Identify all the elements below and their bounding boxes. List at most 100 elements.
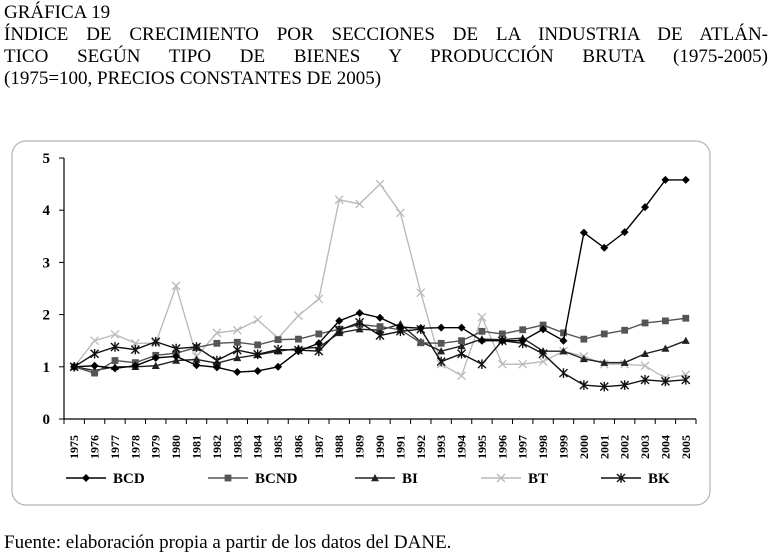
data-point <box>253 315 263 325</box>
data-point <box>110 329 120 339</box>
data-point <box>110 342 120 352</box>
legend-label: BCD <box>113 471 145 487</box>
data-point <box>661 344 670 352</box>
x-tick-label: 1985 <box>271 435 285 459</box>
figure-label: GRÁFICA 19 <box>4 2 111 23</box>
data-point <box>498 336 507 345</box>
data-point <box>315 330 323 338</box>
data-point <box>620 358 629 366</box>
data-point <box>600 358 609 366</box>
x-tick-label: 1988 <box>332 435 346 459</box>
x-tick-label: 2000 <box>577 435 591 459</box>
data-point <box>314 346 324 356</box>
x-tick-label: 1978 <box>128 435 142 459</box>
data-point <box>497 359 507 369</box>
x-tick-label: 2005 <box>679 435 693 459</box>
chart-axes: 0 1 2 3 4 5 1975 1976 1977 1978 1979 1980 1981 1982 19… <box>43 151 697 459</box>
data-point <box>416 288 426 298</box>
data-point <box>436 356 446 367</box>
data-point <box>478 327 486 335</box>
data-point <box>254 341 262 349</box>
data-point <box>681 336 690 344</box>
data-point <box>375 330 385 341</box>
data-point <box>130 344 140 355</box>
data-point <box>172 352 181 361</box>
series-bcd <box>70 175 690 377</box>
data-point <box>496 473 506 483</box>
x-tick-label: 1989 <box>353 435 367 459</box>
data-point <box>212 363 221 372</box>
x-tick-label: 2002 <box>618 435 632 459</box>
x-tick-label: 1994 <box>455 435 469 459</box>
data-point <box>641 203 650 212</box>
data-point <box>580 335 588 343</box>
chart-title-line-2: TICO SEGÚN TIPO DE BIENES Y PRODUCCIÓN B… <box>4 46 768 67</box>
data-point <box>355 309 364 318</box>
data-point <box>171 343 181 354</box>
data-point <box>131 361 140 370</box>
x-tick-label: 1980 <box>169 435 183 459</box>
data-point <box>559 347 568 355</box>
chart-header: GRÁFICA 19 ÍNDICE DE CRECIMIENTO POR SEC… <box>4 2 768 90</box>
data-point <box>295 335 302 343</box>
x-tick-label: 1987 <box>312 435 326 459</box>
chart-series <box>69 175 691 392</box>
data-point <box>600 330 608 338</box>
data-point <box>477 336 486 345</box>
data-point <box>355 317 365 328</box>
data-point <box>457 341 466 350</box>
x-tick-label: 1997 <box>516 435 530 459</box>
data-point <box>640 361 650 371</box>
data-point <box>90 336 100 346</box>
data-point <box>273 344 283 355</box>
data-point <box>355 199 365 209</box>
data-point <box>213 339 221 347</box>
x-tick-label: 2001 <box>597 435 611 459</box>
data-point <box>90 348 100 359</box>
data-point <box>376 313 384 322</box>
data-point <box>621 326 629 334</box>
legend-label: BT <box>528 471 548 487</box>
data-point <box>151 353 160 362</box>
data-point <box>477 312 487 322</box>
data-point <box>90 361 99 370</box>
x-tick-label: 1983 <box>230 435 244 459</box>
data-point <box>538 348 548 359</box>
series-line <box>73 183 686 380</box>
legend-label: BI <box>402 471 418 487</box>
data-point <box>538 357 548 367</box>
data-point <box>335 316 344 325</box>
x-tick-label: 1999 <box>556 435 570 459</box>
data-point <box>579 354 588 363</box>
data-point <box>314 339 323 348</box>
y-tick-label: 0 <box>43 412 51 428</box>
data-point <box>334 195 344 205</box>
data-point <box>560 329 567 337</box>
x-tick-label: 1975 <box>67 435 81 459</box>
data-point <box>458 337 465 345</box>
x-tick-label: 2003 <box>638 435 652 459</box>
data-point <box>559 336 568 345</box>
data-point <box>396 323 405 332</box>
x-tick-label: 1993 <box>434 435 448 459</box>
data-point <box>355 325 364 333</box>
y-tick-label: 4 <box>43 203 51 219</box>
data-point <box>314 294 324 304</box>
data-point <box>376 323 384 331</box>
data-point <box>519 326 527 334</box>
data-point <box>110 364 119 373</box>
data-point <box>660 376 670 387</box>
data-point <box>274 336 282 344</box>
data-point <box>82 474 90 482</box>
data-point <box>233 353 242 362</box>
data-point <box>233 368 242 377</box>
data-point <box>371 474 379 482</box>
x-tick-label: 1979 <box>149 435 163 459</box>
data-point <box>641 349 650 357</box>
legend-item-bk: BK <box>601 471 670 487</box>
legend-item-bcd: BCD <box>66 471 145 487</box>
x-tick-label: 1991 <box>393 435 407 459</box>
data-point <box>640 375 650 385</box>
data-point <box>437 339 445 347</box>
data-point <box>558 368 568 378</box>
